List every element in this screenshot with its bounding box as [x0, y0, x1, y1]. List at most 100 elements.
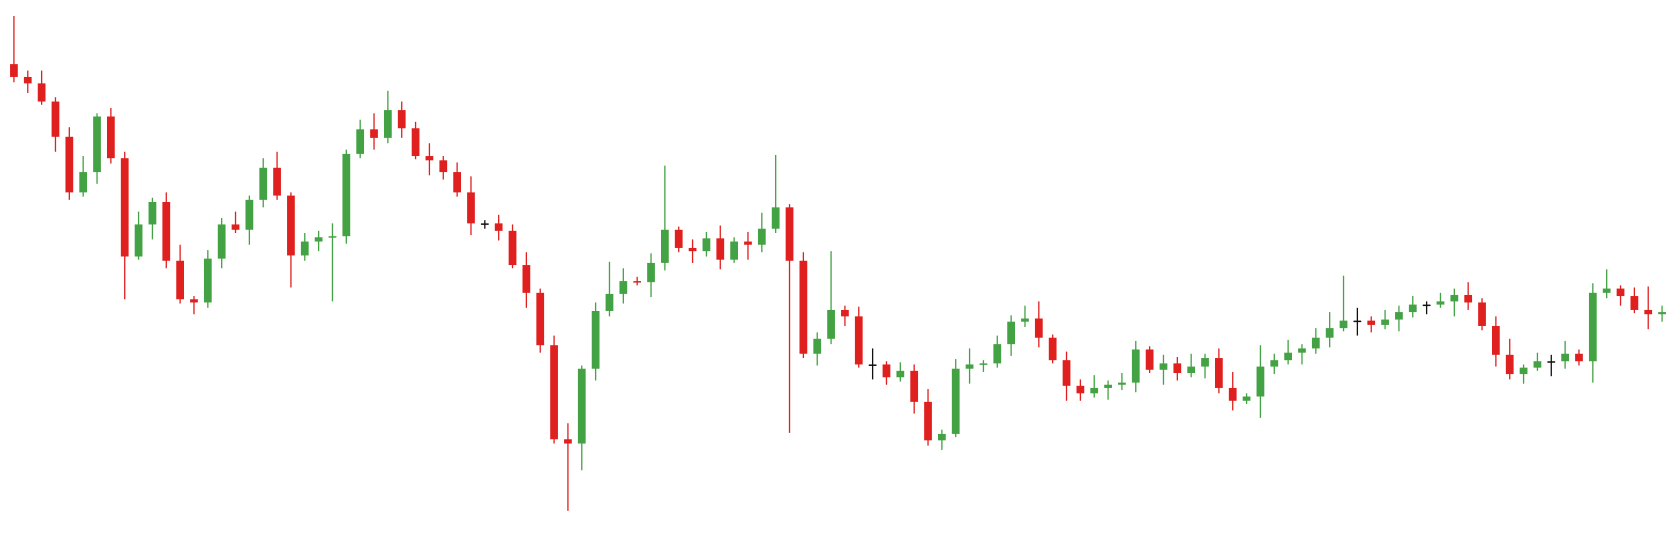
candle — [1118, 372, 1126, 391]
candle-body — [51, 101, 60, 137]
candle-body — [1450, 294, 1459, 302]
candle — [494, 214, 503, 241]
candle-body — [93, 116, 101, 173]
candle — [951, 359, 960, 438]
candle-body — [550, 345, 558, 440]
candle — [65, 127, 74, 200]
candle — [370, 113, 378, 150]
candle — [1214, 348, 1223, 394]
candle — [868, 348, 877, 380]
candle — [120, 151, 129, 300]
candle — [924, 389, 932, 446]
candle — [203, 250, 212, 308]
candle — [190, 296, 198, 315]
candle — [757, 212, 766, 253]
candle — [1145, 346, 1154, 373]
candle-body — [203, 258, 212, 303]
candle — [1561, 340, 1570, 369]
candle-body — [1325, 328, 1334, 338]
candle — [591, 302, 600, 381]
candle — [674, 226, 683, 253]
candle-body — [1588, 292, 1597, 362]
candle — [1575, 349, 1583, 366]
candle — [1533, 352, 1542, 371]
candle-body — [1575, 353, 1583, 362]
candle — [1464, 282, 1473, 310]
candle — [550, 335, 558, 444]
candle-body — [702, 238, 711, 252]
candle-body — [1408, 304, 1417, 313]
candle — [287, 192, 295, 288]
candle-body — [965, 364, 974, 369]
candle-body — [522, 265, 531, 293]
candle-body — [1644, 309, 1653, 315]
candle — [1048, 334, 1057, 364]
candle-body — [1090, 387, 1099, 394]
candle-body — [896, 370, 905, 378]
candle-body — [411, 128, 420, 157]
candle-body — [245, 199, 254, 230]
candle — [1436, 292, 1445, 308]
candle-body — [536, 292, 545, 346]
candle-body — [785, 207, 794, 261]
candle — [1311, 328, 1320, 354]
candle-body — [508, 230, 517, 266]
candle — [1630, 287, 1639, 314]
candle — [536, 288, 545, 353]
candle-body — [827, 309, 835, 339]
candle-body — [1256, 366, 1265, 397]
candle — [605, 261, 614, 317]
candle — [799, 252, 808, 359]
candle — [259, 158, 268, 208]
candle — [148, 197, 157, 240]
candle — [1090, 375, 1099, 398]
candle — [1159, 354, 1168, 385]
candle-body — [65, 136, 74, 193]
candle-body — [259, 167, 268, 200]
candle — [1367, 316, 1376, 333]
candle — [1076, 379, 1085, 401]
candle — [1325, 312, 1334, 348]
candle — [51, 97, 60, 152]
candle — [993, 335, 1002, 368]
candle — [217, 218, 226, 269]
candle-body — [605, 293, 614, 312]
candle — [383, 90, 392, 144]
candle-body — [1422, 304, 1431, 307]
candle-body — [37, 83, 46, 102]
candle-body — [314, 237, 323, 242]
candle — [37, 70, 46, 105]
candle-body — [383, 110, 392, 138]
candle — [300, 232, 309, 261]
candle-body — [439, 160, 448, 173]
candle-body — [813, 338, 822, 354]
candle-body — [370, 129, 378, 138]
candle-body — [1118, 382, 1126, 385]
candle — [79, 156, 88, 197]
candle-body — [1062, 360, 1071, 386]
candle-body — [647, 262, 655, 283]
candle-body — [1270, 360, 1279, 367]
candle-body — [1104, 384, 1112, 388]
candle — [23, 70, 32, 93]
candle — [106, 107, 115, 164]
candle-body — [660, 229, 669, 263]
candle — [896, 362, 905, 382]
candle-body — [1187, 366, 1196, 373]
candle-body — [134, 224, 143, 257]
candle-body — [148, 201, 157, 225]
candle-body — [217, 224, 226, 259]
candle-body — [287, 195, 295, 256]
candle-body — [1284, 352, 1293, 361]
candle — [273, 151, 281, 200]
candle — [1284, 339, 1293, 365]
candle-body — [1048, 337, 1057, 361]
candle — [1021, 305, 1029, 328]
candle-body — [1242, 396, 1251, 401]
candle-body — [1478, 302, 1486, 326]
candle — [1173, 356, 1182, 381]
candle — [93, 113, 101, 184]
candle — [314, 230, 323, 252]
candle-body — [924, 401, 932, 441]
candle — [1339, 275, 1348, 332]
